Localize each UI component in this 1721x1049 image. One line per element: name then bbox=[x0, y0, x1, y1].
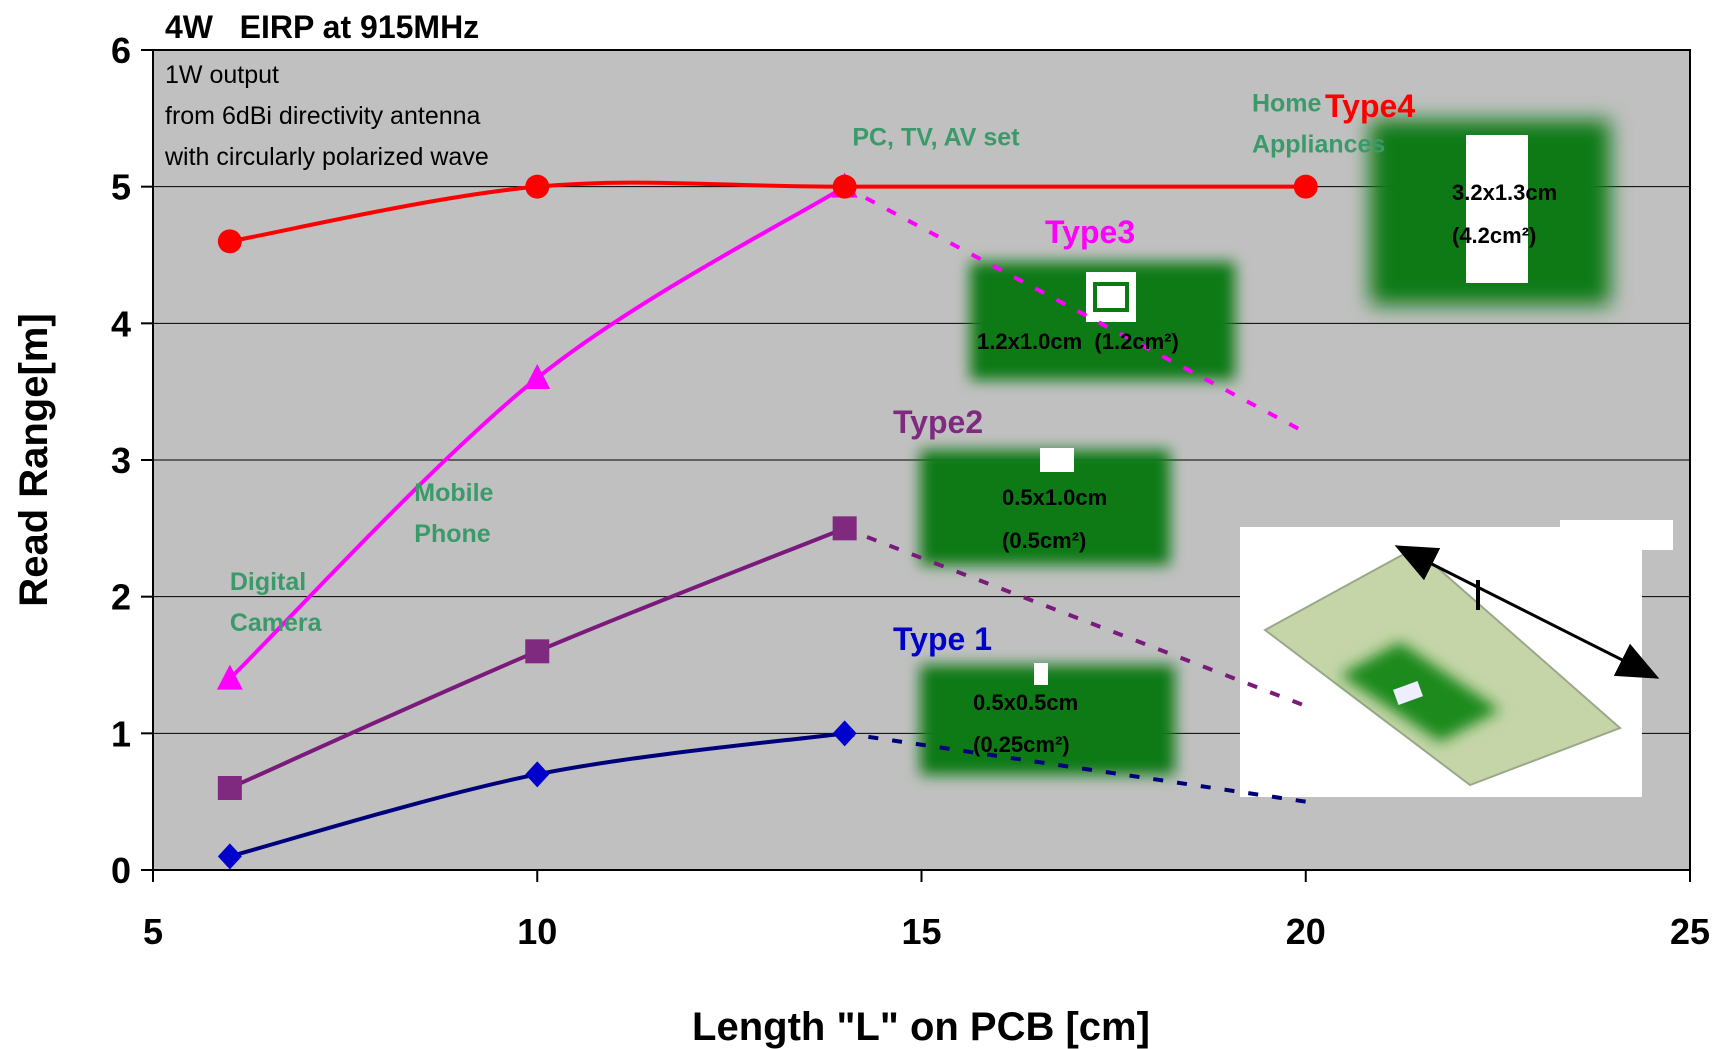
antenna-size-label: 0.5x0.5cm bbox=[973, 690, 1078, 715]
y-tick-label: 5 bbox=[111, 167, 131, 208]
series-layer bbox=[216, 172, 1318, 870]
antenna-size-label: 1.2x1.0cm (1.2cm²) bbox=[977, 329, 1179, 354]
antenna-size-label: (0.5cm²) bbox=[1002, 528, 1086, 553]
series-type4 bbox=[217, 174, 1318, 254]
data-point bbox=[217, 776, 242, 800]
series-type1 bbox=[217, 720, 1307, 870]
x-tick-label: 20 bbox=[1286, 911, 1326, 952]
chart-title: 4W EIRP at 915MHz bbox=[165, 9, 479, 45]
data-point bbox=[525, 639, 550, 664]
series-type2 bbox=[217, 516, 1307, 800]
y-axis-title: Read Range[m] bbox=[12, 313, 56, 606]
application-label: Digital bbox=[230, 568, 306, 596]
tick-labels: 0 1 2 3 4 5 6 5 10 15 20 25 bbox=[111, 30, 1710, 952]
type1-board-image bbox=[920, 663, 1175, 775]
note-line: 1W output bbox=[165, 61, 279, 89]
y-tick-label: 0 bbox=[111, 850, 131, 891]
y-tick-label: 6 bbox=[111, 30, 131, 71]
application-label: Appliances bbox=[1252, 131, 1385, 159]
data-point bbox=[525, 174, 550, 199]
y-tick-label: 4 bbox=[111, 303, 131, 344]
x-tick-label: 10 bbox=[517, 911, 557, 952]
x-axis-title: Length "L" on PCB [cm] bbox=[692, 1005, 1150, 1049]
application-label: Mobile bbox=[414, 479, 493, 507]
application-label: Camera bbox=[230, 609, 323, 637]
y-tick-label: 2 bbox=[111, 577, 131, 618]
type2-board-image bbox=[920, 448, 1170, 565]
type-name-label: Type4 bbox=[1325, 88, 1415, 124]
note-line: from 6dBi directivity antenna bbox=[165, 102, 481, 130]
data-point bbox=[217, 843, 242, 870]
x-tick-label: 25 bbox=[1670, 911, 1710, 952]
type4-board-image bbox=[1370, 120, 1610, 305]
type-labels: Type 1 0.5x0.5cm (0.25cm²) Type2 0.5x1.0cm (0… bbox=[893, 88, 1557, 757]
antenna-size-label: 0.5x1.0cm bbox=[1002, 485, 1107, 510]
axes bbox=[141, 49, 1691, 882]
data-point bbox=[832, 516, 857, 541]
series-extrapolation bbox=[844, 731, 1307, 804]
antenna-size-label: (0.25cm²) bbox=[973, 732, 1070, 757]
data-point bbox=[1293, 174, 1318, 199]
series-line bbox=[229, 180, 1306, 244]
series-type3 bbox=[216, 172, 1307, 690]
application-labels: Digital Camera Mobile Phone PC, TV, AV set Ho… bbox=[230, 90, 1385, 637]
data-point bbox=[832, 174, 857, 199]
type-name-label: Type3 bbox=[1045, 214, 1135, 250]
type-name-label: Type2 bbox=[893, 404, 983, 440]
data-point bbox=[832, 720, 857, 747]
pcb-illustration bbox=[1240, 520, 1673, 797]
x-tick-label: 15 bbox=[901, 911, 941, 952]
x-tick-label: 5 bbox=[143, 911, 163, 952]
antenna-size-label: (4.2cm²) bbox=[1452, 223, 1536, 248]
data-point bbox=[525, 761, 550, 788]
antenna-size-label: 3.2x1.3cm bbox=[1452, 180, 1557, 205]
series-extrapolation bbox=[843, 184, 1307, 435]
note-line: with circularly polarized wave bbox=[164, 143, 489, 171]
data-point bbox=[524, 364, 551, 389]
type3-board-image bbox=[970, 262, 1235, 380]
type-name-label: Type 1 bbox=[893, 621, 992, 657]
y-tick-label: 3 bbox=[111, 440, 131, 481]
y-tick-label: 1 bbox=[111, 713, 131, 754]
application-label: PC, TV, AV set bbox=[852, 124, 1020, 152]
series-extrapolation bbox=[843, 526, 1307, 708]
application-label: Phone bbox=[414, 520, 490, 548]
data-point bbox=[217, 229, 242, 254]
application-label: Home bbox=[1252, 90, 1322, 118]
data-point bbox=[216, 664, 243, 690]
note-text: 1W output from 6dBi directivity antenna wi… bbox=[164, 61, 489, 171]
